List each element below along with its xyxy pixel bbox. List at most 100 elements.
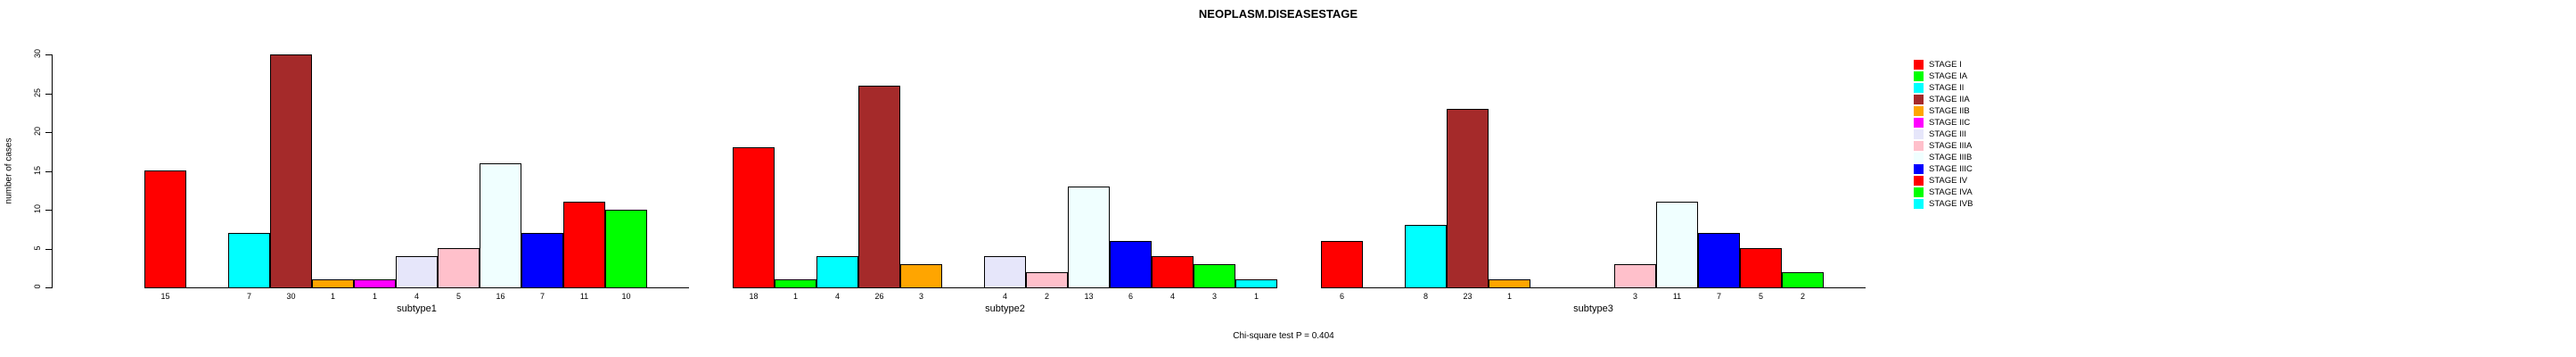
bar-value-label: 4	[834, 292, 841, 301]
y-axis-tick	[45, 132, 52, 133]
bar-value-label: 3	[1632, 292, 1638, 301]
bar-subtype3-stage-iv	[1740, 248, 1782, 288]
bar-value-label: 7	[246, 292, 252, 301]
y-axis-tick	[45, 287, 52, 288]
y-axis-tick	[45, 93, 52, 95]
bar-subtype1-stage-iii	[396, 256, 438, 288]
bar-value-label: 6	[1128, 292, 1134, 301]
bar-subtype1-stage-iv	[563, 202, 605, 288]
bar-value-label: 4	[1169, 292, 1176, 301]
legend-item-stage-iva: STAGE IVA	[1914, 187, 1973, 198]
legend-item-stage-iiib: STAGE IIIB	[1914, 152, 1973, 163]
legend-item-stage-iiic: STAGE IIIC	[1914, 163, 1973, 175]
legend-item-stage-iic: STAGE IIC	[1914, 117, 1973, 129]
legend-swatch	[1914, 95, 1924, 104]
legend-item-stage-iib: STAGE IIB	[1914, 105, 1973, 117]
y-axis-tick-label: 15	[33, 165, 42, 175]
bar-value-label: 8	[1423, 292, 1429, 301]
legend-label: STAGE IVA	[1929, 187, 1973, 197]
bar-subtype3-stage-iib	[1489, 279, 1530, 288]
bar-subtype1-stage-iiia	[438, 248, 480, 288]
bar-subtype3-stage-iva	[1782, 272, 1824, 288]
group-label-subtype2: subtype2	[985, 303, 1025, 314]
legend-label: STAGE II	[1929, 83, 1965, 93]
bar-subtype2-stage-iiic	[1110, 241, 1152, 288]
bar-value-label: 1	[372, 292, 378, 301]
bar-subtype1-stage-iic	[354, 279, 396, 288]
bar-value-label: 23	[1463, 292, 1473, 301]
y-axis-tick-label: 25	[33, 87, 42, 97]
legend-item-stage-ivb: STAGE IVB	[1914, 198, 1973, 210]
legend-swatch	[1914, 60, 1924, 70]
y-axis-line	[52, 54, 53, 288]
legend-label: STAGE IIIC	[1929, 164, 1973, 174]
legend-item-stage-ia: STAGE IA	[1914, 71, 1973, 82]
bar-subtype1-stage-iiic	[521, 233, 563, 288]
legend-item-stage-iia: STAGE IIA	[1914, 94, 1973, 105]
bar-subtype2-stage-iia	[858, 86, 900, 288]
legend-label: STAGE IIIA	[1929, 141, 1973, 151]
bar-subtype1-stage-iva	[605, 210, 647, 288]
bar-subtype1-stage-i	[144, 170, 186, 288]
y-axis-tick	[45, 54, 52, 55]
bar-value-label: 11	[579, 292, 589, 301]
legend-label: STAGE IIIB	[1929, 153, 1973, 162]
bar-subtype2-stage-ia	[775, 279, 816, 288]
y-axis-tick	[45, 210, 52, 211]
bar-value-label: 4	[414, 292, 420, 301]
bar-subtype3-stage-iiic	[1698, 233, 1740, 288]
legend-item-stage-iii: STAGE III	[1914, 129, 1973, 140]
legend-swatch	[1914, 199, 1924, 209]
bar-value-label: 2	[1044, 292, 1050, 301]
legend-swatch	[1914, 106, 1924, 116]
y-axis-tick	[45, 248, 52, 250]
chart-title: NEOPLASM.DISEASESTAGE	[1198, 7, 1358, 21]
bar-subtype2-stage-iii	[984, 256, 1026, 288]
bar-subtype3-stage-i	[1321, 241, 1363, 288]
bar-subtype2-stage-ii	[816, 256, 858, 288]
legend-label: STAGE IA	[1929, 71, 1968, 81]
legend-swatch	[1914, 129, 1924, 139]
bar-subtype2-stage-ivb	[1235, 279, 1277, 288]
legend-swatch	[1914, 71, 1924, 81]
group-label-subtype1: subtype1	[397, 303, 437, 314]
y-axis-label: number of cases	[4, 137, 14, 204]
bar-subtype2-stage-iiib	[1068, 187, 1110, 288]
bar-subtype2-stage-iiia	[1026, 272, 1068, 288]
bar-value-label: 7	[1716, 292, 1722, 301]
legend-label: STAGE IIC	[1929, 118, 1971, 128]
legend-item-stage-iv: STAGE IV	[1914, 175, 1973, 187]
bar-subtype3-stage-iiib	[1656, 202, 1698, 288]
y-axis-tick-label: 10	[33, 204, 42, 214]
bar-value-label: 10	[621, 292, 631, 301]
bar-value-label: 30	[286, 292, 296, 301]
legend-swatch	[1914, 153, 1924, 162]
bar-value-label: 2	[1800, 292, 1806, 301]
legend-swatch	[1914, 187, 1924, 197]
bar-value-label: 7	[539, 292, 546, 301]
bar-value-label: 3	[918, 292, 924, 301]
bar-subtype2-stage-iv	[1152, 256, 1194, 288]
legend: STAGE I STAGE IA STAGE II STAGE IIA STAGE II…	[1914, 59, 1973, 210]
legend-label: STAGE IVB	[1929, 199, 1973, 209]
legend-label: STAGE I	[1929, 60, 1962, 70]
bar-value-label: 6	[1339, 292, 1345, 301]
legend-label: STAGE IIA	[1929, 95, 1970, 104]
group-axis-line-subtype3	[1321, 287, 1866, 288]
legend-item-stage-i: STAGE I	[1914, 59, 1973, 71]
legend-label: STAGE IIB	[1929, 106, 1970, 116]
bar-value-label: 1	[792, 292, 799, 301]
legend-swatch	[1914, 141, 1924, 151]
bar-value-label: 4	[1002, 292, 1008, 301]
bar-value-label: 26	[874, 292, 884, 301]
bar-subtype3-stage-ii	[1405, 225, 1447, 288]
legend-swatch	[1914, 83, 1924, 93]
bar-value-label: 18	[749, 292, 759, 301]
legend-label: STAGE IV	[1929, 176, 1968, 186]
bar-subtype1-stage-iib	[312, 279, 354, 288]
bar-value-label: 15	[160, 292, 170, 301]
legend-swatch	[1914, 118, 1924, 128]
bar-subtype2-stage-iib	[900, 264, 942, 288]
legend-swatch	[1914, 164, 1924, 174]
